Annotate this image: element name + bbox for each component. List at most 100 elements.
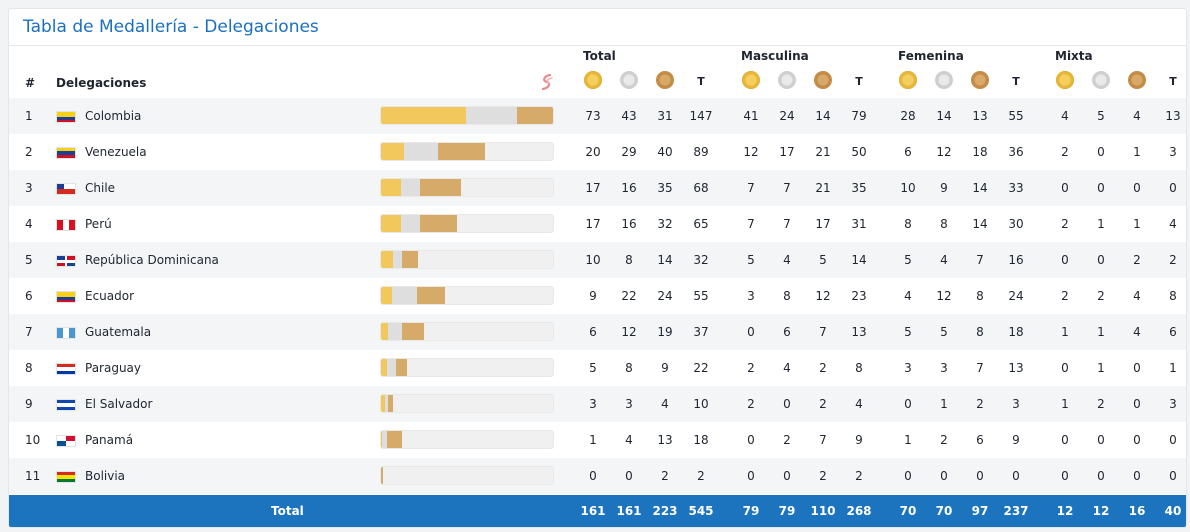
totals-femenina-silver: 70 <box>935 504 953 518</box>
total-bronze-medal-icon <box>656 71 674 89</box>
delegation-name[interactable]: Guatemala <box>85 325 152 339</box>
total-total-cell: 55 <box>693 289 709 303</box>
totals-row: Total 161 161 223 545 79 79 110 268 70 70 97 237 12 1… <box>9 495 1186 527</box>
masculina-gold-cell: 2 <box>747 361 755 375</box>
femenina-gold-cell: 8 <box>904 217 912 231</box>
bar-gold-segment <box>381 143 405 160</box>
bar-silver-segment <box>466 107 517 124</box>
table-row[interactable]: 8 Paraguay 5 8 9 22 2 4 2 8 3 3 7 13 0 1 0 1 <box>9 350 1186 386</box>
masculina-silver-cell: 2 <box>783 433 791 447</box>
masculina-bronze-cell: 2 <box>819 361 827 375</box>
femenina-total-cell: 3 <box>1012 397 1020 411</box>
mixta-silver-cell: 0 <box>1097 145 1105 159</box>
group-femenina-label: Femenina <box>898 49 964 63</box>
total-gold-cell: 9 <box>589 289 597 303</box>
bar-gold-segment <box>381 287 392 304</box>
table-row[interactable]: 5 República Dominicana 10 8 14 32 5 4 5 14 5 4 7 16 0 0… <box>9 242 1186 278</box>
bar-gold-segment <box>381 323 389 340</box>
table-row[interactable]: 11 Bolivia 0 0 2 2 0 0 2 2 0 0 0 0 0 0 0 0 <box>9 458 1186 494</box>
table-row[interactable]: 7 Guatemala 6 12 19 37 0 6 7 13 5 5 8 18 1 1 4 6 <box>9 314 1186 350</box>
table-row[interactable]: 1 Colombia 73 43 31 147 41 24 14 79 28 14 13 55 4 5 4 13 <box>9 98 1186 134</box>
total-silver-cell: 8 <box>625 361 633 375</box>
mixta-bronze-cell: 4 <box>1133 325 1141 339</box>
table-row[interactable]: 10 Panamá 1 4 13 18 0 2 7 9 1 2 6 9 0 0 0 0 <box>9 422 1186 458</box>
table-row[interactable]: 9 El Salvador 3 3 4 10 2 0 2 4 0 1 2 3 1 2 0 3 <box>9 386 1186 422</box>
rank-header: # <box>25 76 36 90</box>
femenina-bronze-cell: 2 <box>976 397 984 411</box>
table-row[interactable]: 2 Venezuela 20 29 40 89 12 17 21 50 6 12 18 36 2 0 1 3 <box>9 134 1186 170</box>
femenina-gold-medal-icon <box>899 71 917 89</box>
table-row[interactable]: 4 Perú 17 16 32 65 7 7 17 31 8 8 14 30 2 1 1 4 <box>9 206 1186 242</box>
femenina-bronze-cell: 0 <box>976 469 984 483</box>
bar-gold-segment <box>381 395 385 412</box>
bar-bronze-segment <box>402 251 419 268</box>
masculina-bronze-cell: 21 <box>815 145 831 159</box>
medal-distribution-bar <box>380 142 554 161</box>
medal-distribution-bar <box>380 430 554 449</box>
masculina-bronze-cell: 12 <box>815 289 831 303</box>
delegation-name[interactable]: Paraguay <box>85 361 142 375</box>
colombia-flag-icon <box>56 111 76 123</box>
total-bronze-cell: 13 <box>657 433 673 447</box>
row-rank: 1 <box>25 109 33 123</box>
mixta-gold-cell: 1 <box>1061 397 1069 411</box>
masculina-total-cell: 50 <box>851 145 867 159</box>
bar-gold-segment <box>381 179 401 196</box>
table-row[interactable]: 6 Ecuador 9 22 24 55 3 8 12 23 4 12 8 24 2 2 4 8 <box>9 278 1186 314</box>
masculina-total-cell: 9 <box>855 433 863 447</box>
total-bronze-cell: 35 <box>657 181 673 195</box>
masculina-gold-cell: 7 <box>747 181 755 195</box>
masculina-silver-cell: 8 <box>783 289 791 303</box>
medal-distribution-bar <box>380 394 554 413</box>
paraguay-flag-icon <box>56 363 76 375</box>
total-total-cell: 65 <box>693 217 709 231</box>
mixta-silver-cell: 1 <box>1097 217 1105 231</box>
delegation-name[interactable]: Ecuador <box>85 289 135 303</box>
masculina-silver-cell: 4 <box>783 361 791 375</box>
masculina-silver-cell: 24 <box>779 109 795 123</box>
masculina-total-cell: 8 <box>855 361 863 375</box>
mixta-silver-cell: 0 <box>1097 469 1105 483</box>
femenina-bronze-cell: 8 <box>976 325 984 339</box>
femenina-bronze-cell: 8 <box>976 289 984 303</box>
delegation-name[interactable]: Bolivia <box>85 469 126 483</box>
total-silver-cell: 22 <box>621 289 637 303</box>
femenina-gold-cell: 28 <box>900 109 916 123</box>
bar-bronze-segment <box>419 179 461 196</box>
femenina-bronze-cell: 6 <box>976 433 984 447</box>
delegation-name[interactable]: Perú <box>85 217 112 231</box>
masculina-silver-medal-icon <box>778 71 796 89</box>
delegation-name[interactable]: República Dominicana <box>85 253 219 267</box>
delegation-name[interactable]: El Salvador <box>85 397 153 411</box>
ecuador-flag-icon <box>56 291 76 303</box>
medal-table-panel: Tabla de Medallería - Delegaciones # Del… <box>8 8 1187 528</box>
total-gold-cell: 1 <box>589 433 597 447</box>
games-logo-icon <box>541 73 553 91</box>
masculina-bronze-cell: 7 <box>819 433 827 447</box>
femenina-gold-cell: 0 <box>904 469 912 483</box>
masculina-silver-cell: 4 <box>783 253 791 267</box>
total-total-cell: 32 <box>693 253 709 267</box>
table-row[interactable]: 3 Chile 17 16 35 68 7 7 21 35 10 9 14 33 0 0 0 0 <box>9 170 1186 206</box>
mixta-bronze-cell: 0 <box>1133 361 1141 375</box>
delegation-name[interactable]: Colombia <box>85 109 142 123</box>
bar-bronze-segment <box>386 431 403 448</box>
total-gold-cell: 0 <box>589 469 597 483</box>
bar-silver-segment <box>404 143 439 160</box>
femenina-total-cell: 16 <box>1008 253 1024 267</box>
delegation-name[interactable]: Chile <box>85 181 116 195</box>
delegation-name[interactable]: Venezuela <box>85 145 147 159</box>
total-total-cell: 10 <box>693 397 709 411</box>
mixta-bronze-cell: 1 <box>1133 145 1141 159</box>
mixta-gold-cell: 2 <box>1061 217 1069 231</box>
delegation-name[interactable]: Panamá <box>85 433 134 447</box>
group-total-label: Total <box>583 49 616 63</box>
mixta-total-header: T <box>1169 75 1177 88</box>
bar-gold-segment <box>381 251 393 268</box>
row-rank: 4 <box>25 217 33 231</box>
masculina-gold-cell: 41 <box>743 109 759 123</box>
femenina-total-cell: 9 <box>1012 433 1020 447</box>
femenina-total-cell: 55 <box>1008 109 1024 123</box>
mixta-total-cell: 3 <box>1169 145 1177 159</box>
total-total-cell: 22 <box>693 361 709 375</box>
